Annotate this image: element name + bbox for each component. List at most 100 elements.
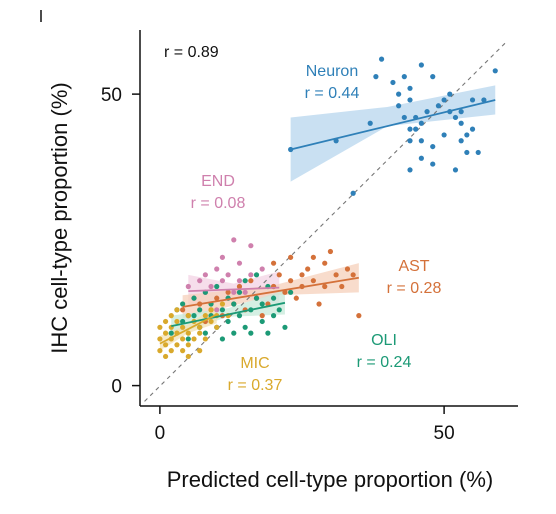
oli-point [248, 330, 254, 336]
ast-point [236, 283, 243, 290]
ast-point [344, 266, 351, 272]
mic-point [180, 324, 186, 330]
neuron-point [435, 103, 442, 109]
mic-point [197, 330, 203, 336]
neuron-point [424, 109, 430, 115]
end-r-label: r = 0.08 [191, 195, 246, 212]
neuron-point [469, 126, 476, 132]
end-point [231, 237, 237, 243]
neuron-point [469, 97, 476, 103]
oli-point [191, 295, 197, 301]
ast-point [270, 260, 277, 266]
mic-point [185, 330, 191, 336]
y-tick-label: 0 [111, 377, 122, 398]
mic-point [185, 313, 191, 319]
neuron-r-label: r = 0.44 [305, 85, 360, 102]
neuron-point [378, 56, 385, 62]
oli-point [236, 289, 243, 295]
oli-point [236, 313, 243, 319]
oli-fit-line [171, 301, 286, 328]
neuron-point [464, 132, 470, 138]
neuron-point [418, 62, 424, 68]
ast-point [248, 278, 254, 284]
mic-point [174, 307, 180, 313]
identity-line [144, 41, 508, 402]
ast-confidence-band [182, 263, 359, 319]
mic-point [162, 318, 169, 325]
mic-point [202, 336, 208, 342]
oli-point [231, 330, 237, 336]
neuron-point [418, 155, 424, 161]
mic-point [168, 348, 174, 354]
mic-point [208, 318, 214, 325]
neuron-point [413, 126, 419, 132]
mic-confidence-band [159, 305, 217, 351]
neuron-point [452, 114, 459, 121]
mic-point [162, 330, 169, 336]
neuron-point [401, 114, 407, 121]
mic-point [157, 348, 163, 354]
neuron-point [458, 120, 464, 126]
y-axis-title: IHC cell-type proportion (%) [47, 82, 72, 353]
oli-label: OLI [371, 332, 397, 349]
oli-point [197, 307, 203, 313]
end-point [242, 289, 248, 295]
oli-point [242, 278, 248, 284]
end-point [236, 278, 243, 284]
mic-fit-line [159, 313, 218, 345]
neuron-point [367, 120, 373, 126]
oli-point [214, 283, 220, 290]
end-point [248, 243, 254, 249]
end-point [248, 272, 254, 278]
ast-point [310, 278, 316, 284]
fit-lines [159, 99, 496, 345]
neuron-point [418, 120, 424, 126]
end-point [197, 278, 203, 284]
ast-label: AST [398, 258, 429, 275]
confidence-bands [159, 85, 496, 351]
neuron-point [373, 74, 379, 80]
overall-r-label: r = 0.89 [164, 44, 219, 61]
mic-point [174, 318, 180, 325]
mic-point [185, 342, 191, 348]
neuron-point [452, 167, 459, 173]
mic-point [162, 353, 169, 360]
ast-point [333, 272, 339, 278]
y-tick-label: 50 [101, 85, 122, 106]
mic-point [174, 342, 180, 348]
end-point [208, 283, 214, 290]
neuron-point [492, 68, 498, 74]
ast-point [322, 260, 328, 266]
neuron-point [407, 126, 413, 132]
oli-r-label: r = 0.24 [357, 354, 412, 371]
mic-label: MIC [240, 355, 269, 372]
neuron-point [396, 103, 402, 109]
oli-point [185, 336, 191, 342]
end-label: END [201, 173, 235, 190]
oli-point [191, 313, 197, 319]
neuron-label: Neuron [306, 63, 358, 80]
ast-point [327, 248, 334, 255]
neuron-point [407, 138, 413, 144]
mic-point [180, 336, 186, 342]
end-point [219, 278, 226, 284]
plot-area: Neuron r = 0.44 END r = 0.08 AST r = 0.28 OLI r… [144, 41, 508, 402]
oli-point [270, 295, 277, 301]
oli-point [219, 307, 226, 313]
mic-point [197, 348, 203, 354]
mic-point [157, 324, 163, 330]
mic-point [202, 313, 208, 319]
ast-point [259, 313, 265, 319]
end-point [214, 307, 220, 313]
neuron-point [447, 91, 453, 97]
neuron-point [441, 97, 447, 103]
ast-point [288, 254, 294, 260]
oli-point [270, 313, 277, 319]
ast-point [356, 313, 362, 319]
end-point [225, 272, 231, 278]
neuron-point [418, 138, 424, 144]
neuron-point [430, 74, 436, 80]
neuron-point [441, 132, 447, 138]
x-axis-title: Predicted cell-type proportion (%) [167, 467, 493, 492]
oli-point [202, 330, 208, 336]
